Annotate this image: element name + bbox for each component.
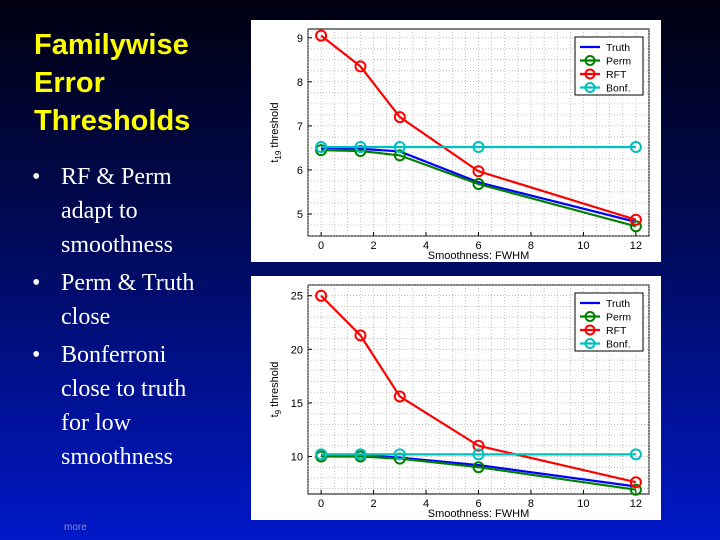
legend-entry: RFT	[606, 69, 627, 81]
bullet-item: Perm & Truth close	[32, 266, 247, 334]
bullet-list: RF & Perm adapt to smoothness Perm & Tru…	[32, 160, 247, 478]
bullet-line: close to truth	[61, 376, 187, 402]
y-tick-label: 10	[291, 451, 303, 463]
x-tick-label: 4	[423, 240, 429, 252]
more-link[interactable]: more	[64, 522, 87, 533]
data-point-rft	[315, 29, 328, 42]
series-line-rft	[320, 294, 637, 484]
legend-marker	[584, 311, 596, 322]
data-point-bonf	[472, 141, 485, 154]
x-tick-label: 10	[577, 498, 589, 510]
legend-entry: Bonf.	[606, 339, 631, 351]
legend-marker	[584, 324, 596, 336]
x-tick-label: 12	[630, 240, 642, 252]
data-point-rft	[315, 289, 328, 302]
y-tick-label: 15	[291, 398, 303, 410]
data-point-perm	[629, 483, 642, 496]
chart-19df: 0 2 4 6 8 10 12 5 6 7 8 9 Smoothness: FWHM t19 thresh…	[269, 28, 650, 262]
y-axis-label-base: t	[269, 160, 281, 163]
legend-entry: Truth	[606, 42, 630, 54]
legend-entry: Bonf.	[606, 83, 631, 95]
y-tick-label: 6	[297, 165, 303, 177]
x-tick-label: 2	[371, 240, 377, 252]
bullet-line: smoothness	[61, 444, 174, 470]
data-point-perm	[393, 149, 406, 162]
data-point-bonf	[629, 448, 642, 461]
data-point-perm	[472, 178, 485, 191]
y-axis-label: t19 threshold	[269, 102, 283, 162]
bullet-line: for low	[61, 410, 131, 436]
data-point-bonf	[315, 448, 328, 461]
y-axis-label-rest: threshold	[269, 362, 281, 410]
title-line: Error	[34, 67, 105, 99]
chart-panel-9df: 0 2 4 6 8 10 12 10 15 20 25 Smoothness: FWHM t9 thre…	[251, 276, 661, 520]
x-axis-label: Smoothness: FWHM	[428, 508, 529, 520]
slide-title: Familywise Error Thresholds	[34, 26, 244, 140]
title-line: Familywise	[34, 29, 189, 61]
y-tick-label: 9	[297, 33, 303, 45]
data-point-perm	[629, 220, 642, 233]
x-tick-label: 6	[475, 240, 481, 252]
series-line-rft	[320, 34, 637, 221]
x-tick-label: 2	[371, 498, 377, 510]
legend-marker	[584, 55, 596, 66]
y-axis-label-subscript: 19	[274, 150, 283, 159]
y-tick-label: 7	[297, 121, 303, 133]
chart-9df: 0 2 4 6 8 10 12 10 15 20 25 Smoothness: FWHM t9 thre…	[269, 284, 650, 520]
legend-entry: RFT	[606, 325, 627, 337]
x-tick-label: 8	[528, 498, 534, 510]
legend-marker	[584, 68, 596, 80]
bullet-item: Bonferroni close to truth for low smooth…	[32, 338, 247, 474]
data-point-bonf	[354, 448, 367, 461]
data-point-bonf	[354, 141, 367, 154]
data-point-rft	[393, 111, 406, 124]
y-axis-label-rest: threshold	[269, 102, 281, 150]
data-point-rft	[393, 390, 406, 403]
y-axis-label: t9 threshold	[269, 362, 283, 418]
data-point-bonf	[393, 141, 406, 154]
data-point-bonf	[393, 448, 406, 461]
data-point-bonf	[629, 141, 642, 154]
y-axis-label-base: t	[269, 414, 281, 417]
data-point-rft	[629, 213, 642, 226]
data-point-rft	[629, 476, 642, 489]
x-tick-label: 8	[528, 240, 534, 252]
data-point-rft	[472, 439, 485, 452]
bullet-line: Bonferroni	[61, 342, 167, 368]
legend-entry: Perm	[606, 312, 631, 324]
y-tick-label: 20	[291, 344, 303, 356]
chart-panel-19df: 0 2 4 6 8 10 12 5 6 7 8 9 Smoothness: FWHM t19 thresh…	[251, 20, 661, 262]
x-tick-label: 0	[318, 240, 324, 252]
bullet-line: smoothness	[61, 232, 174, 258]
x-tick-label: 12	[630, 498, 642, 510]
series-line-perm	[321, 149, 637, 228]
legend-marker	[584, 82, 596, 93]
title-line: Thresholds	[34, 105, 191, 137]
x-tick-label: 10	[577, 240, 589, 252]
x-tick-label: 4	[423, 498, 429, 510]
bullet-line: Perm & Truth	[61, 270, 195, 296]
data-point-rft	[472, 165, 485, 178]
data-point-bonf	[315, 141, 328, 154]
y-tick-label: 25	[291, 291, 303, 303]
legend-entry: Truth	[606, 298, 630, 310]
y-tick-label: 8	[297, 77, 303, 89]
bullet-line: RF & Perm	[61, 164, 172, 190]
legend-marker	[584, 338, 596, 349]
x-tick-label: 6	[475, 498, 481, 510]
y-axis-label-subscript: 9	[274, 409, 283, 414]
legend-entry: Perm	[606, 56, 631, 68]
bullet-line: adapt to	[61, 198, 138, 224]
bullet-line: close	[61, 304, 111, 330]
x-tick-label: 0	[318, 498, 324, 510]
data-point-perm	[472, 461, 485, 474]
data-point-rft	[354, 60, 367, 73]
x-axis-label: Smoothness: FWHM	[428, 250, 529, 262]
data-point-bonf	[472, 448, 485, 461]
bullet-item: RF & Perm adapt to smoothness	[32, 160, 247, 262]
data-point-rft	[354, 329, 367, 342]
y-tick-label: 5	[297, 209, 303, 221]
